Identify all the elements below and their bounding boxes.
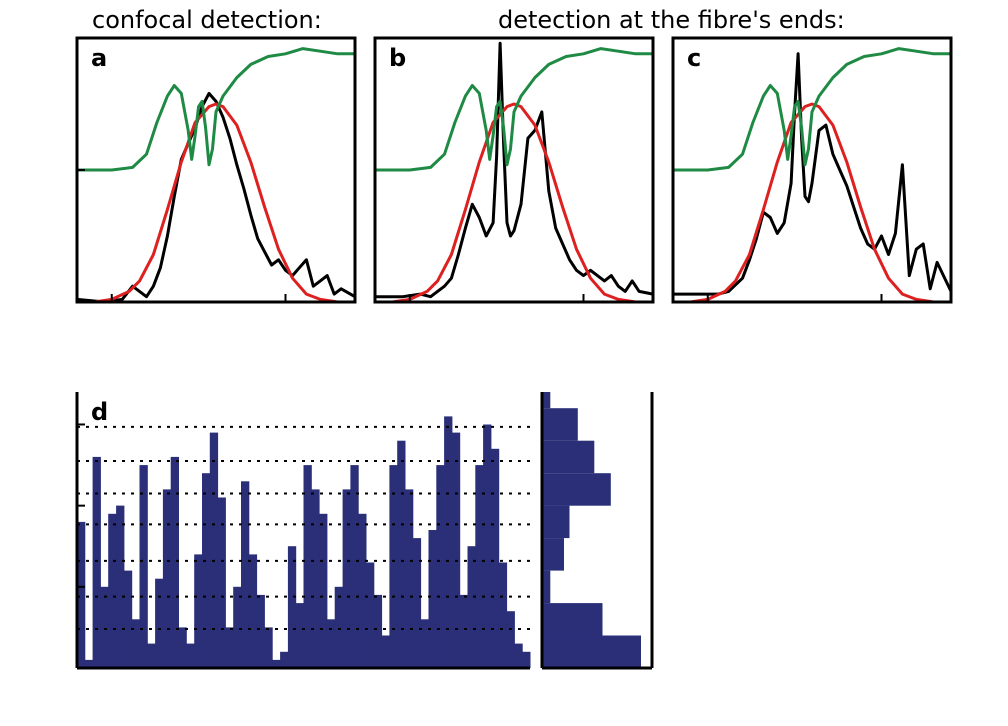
bar [459,594,468,668]
bar [436,465,445,668]
series-line-spectrum [76,91,356,304]
bar [303,465,312,668]
hist-bar [542,473,611,506]
panel-letter: c [687,44,701,72]
bar [412,538,422,668]
bar [514,643,523,668]
bar [522,651,531,668]
panel-b: b [373,36,655,304]
bar [233,586,242,668]
bar [92,456,101,668]
axes-frame [373,36,655,304]
bar [326,619,336,668]
bar [147,643,156,668]
bar [139,465,148,668]
bar [397,440,406,668]
bar [280,651,289,668]
series-line-transmission [375,47,653,172]
bar [350,465,359,668]
bar [475,465,484,668]
hist-bar [542,570,551,604]
bar [342,489,351,668]
bar [389,465,398,668]
bar [490,448,500,668]
bar [77,521,86,668]
panel-letter: b [389,44,406,72]
axes-frame [671,36,953,304]
bar [498,562,508,668]
panel-letter: a [91,44,107,72]
hist-bar [542,392,551,409]
bar [84,659,94,668]
bar [358,513,367,668]
hist-bar [542,505,570,539]
panel-a: a [75,36,357,304]
header-fibre-ends: detection at the fibre's ends: [498,6,845,34]
bar [108,513,117,668]
bar [178,627,187,668]
bar [217,497,226,668]
bar [381,635,390,668]
series-line-transmission [77,47,355,172]
series-line-transmission [673,47,951,172]
bar [373,594,383,668]
bar [483,424,492,668]
bar [334,586,343,668]
bar [506,611,515,668]
bar [194,554,203,668]
bar [451,432,461,668]
bar [428,530,437,668]
bar [162,489,172,668]
panel-letter: d [91,398,108,426]
series-line-fit [673,102,951,304]
hist-bar [542,538,564,571]
panel-d: d [75,392,531,670]
bar [116,505,125,668]
panel-c: c [671,36,953,304]
bar [467,546,476,668]
panel-d-histogram [540,392,654,670]
bar [319,513,328,668]
bar [202,473,211,668]
hist-bar [542,440,595,474]
bar [256,594,265,668]
bar [131,619,140,668]
bar [155,578,164,668]
series-line-spectrum [673,52,953,296]
bar [264,627,273,668]
bar [366,562,375,668]
bar [123,570,133,668]
bar [100,586,109,668]
bar [272,659,281,668]
bar [225,627,234,668]
bar [405,489,414,668]
bar [209,432,219,668]
series-line-fit [77,102,355,304]
bar [241,481,250,668]
bar [248,554,258,668]
header-confocal: confocal detection: [92,6,322,34]
series-line-fit [375,102,653,304]
bar [287,546,297,668]
bar [186,643,195,668]
hist-bar [542,408,578,441]
hist-bar [542,635,641,668]
bar [170,456,179,668]
hist-bar [542,603,603,636]
bar [444,416,453,668]
bar [311,489,320,668]
bar [420,619,429,668]
bar [295,603,304,668]
series-line-spectrum [375,41,654,299]
